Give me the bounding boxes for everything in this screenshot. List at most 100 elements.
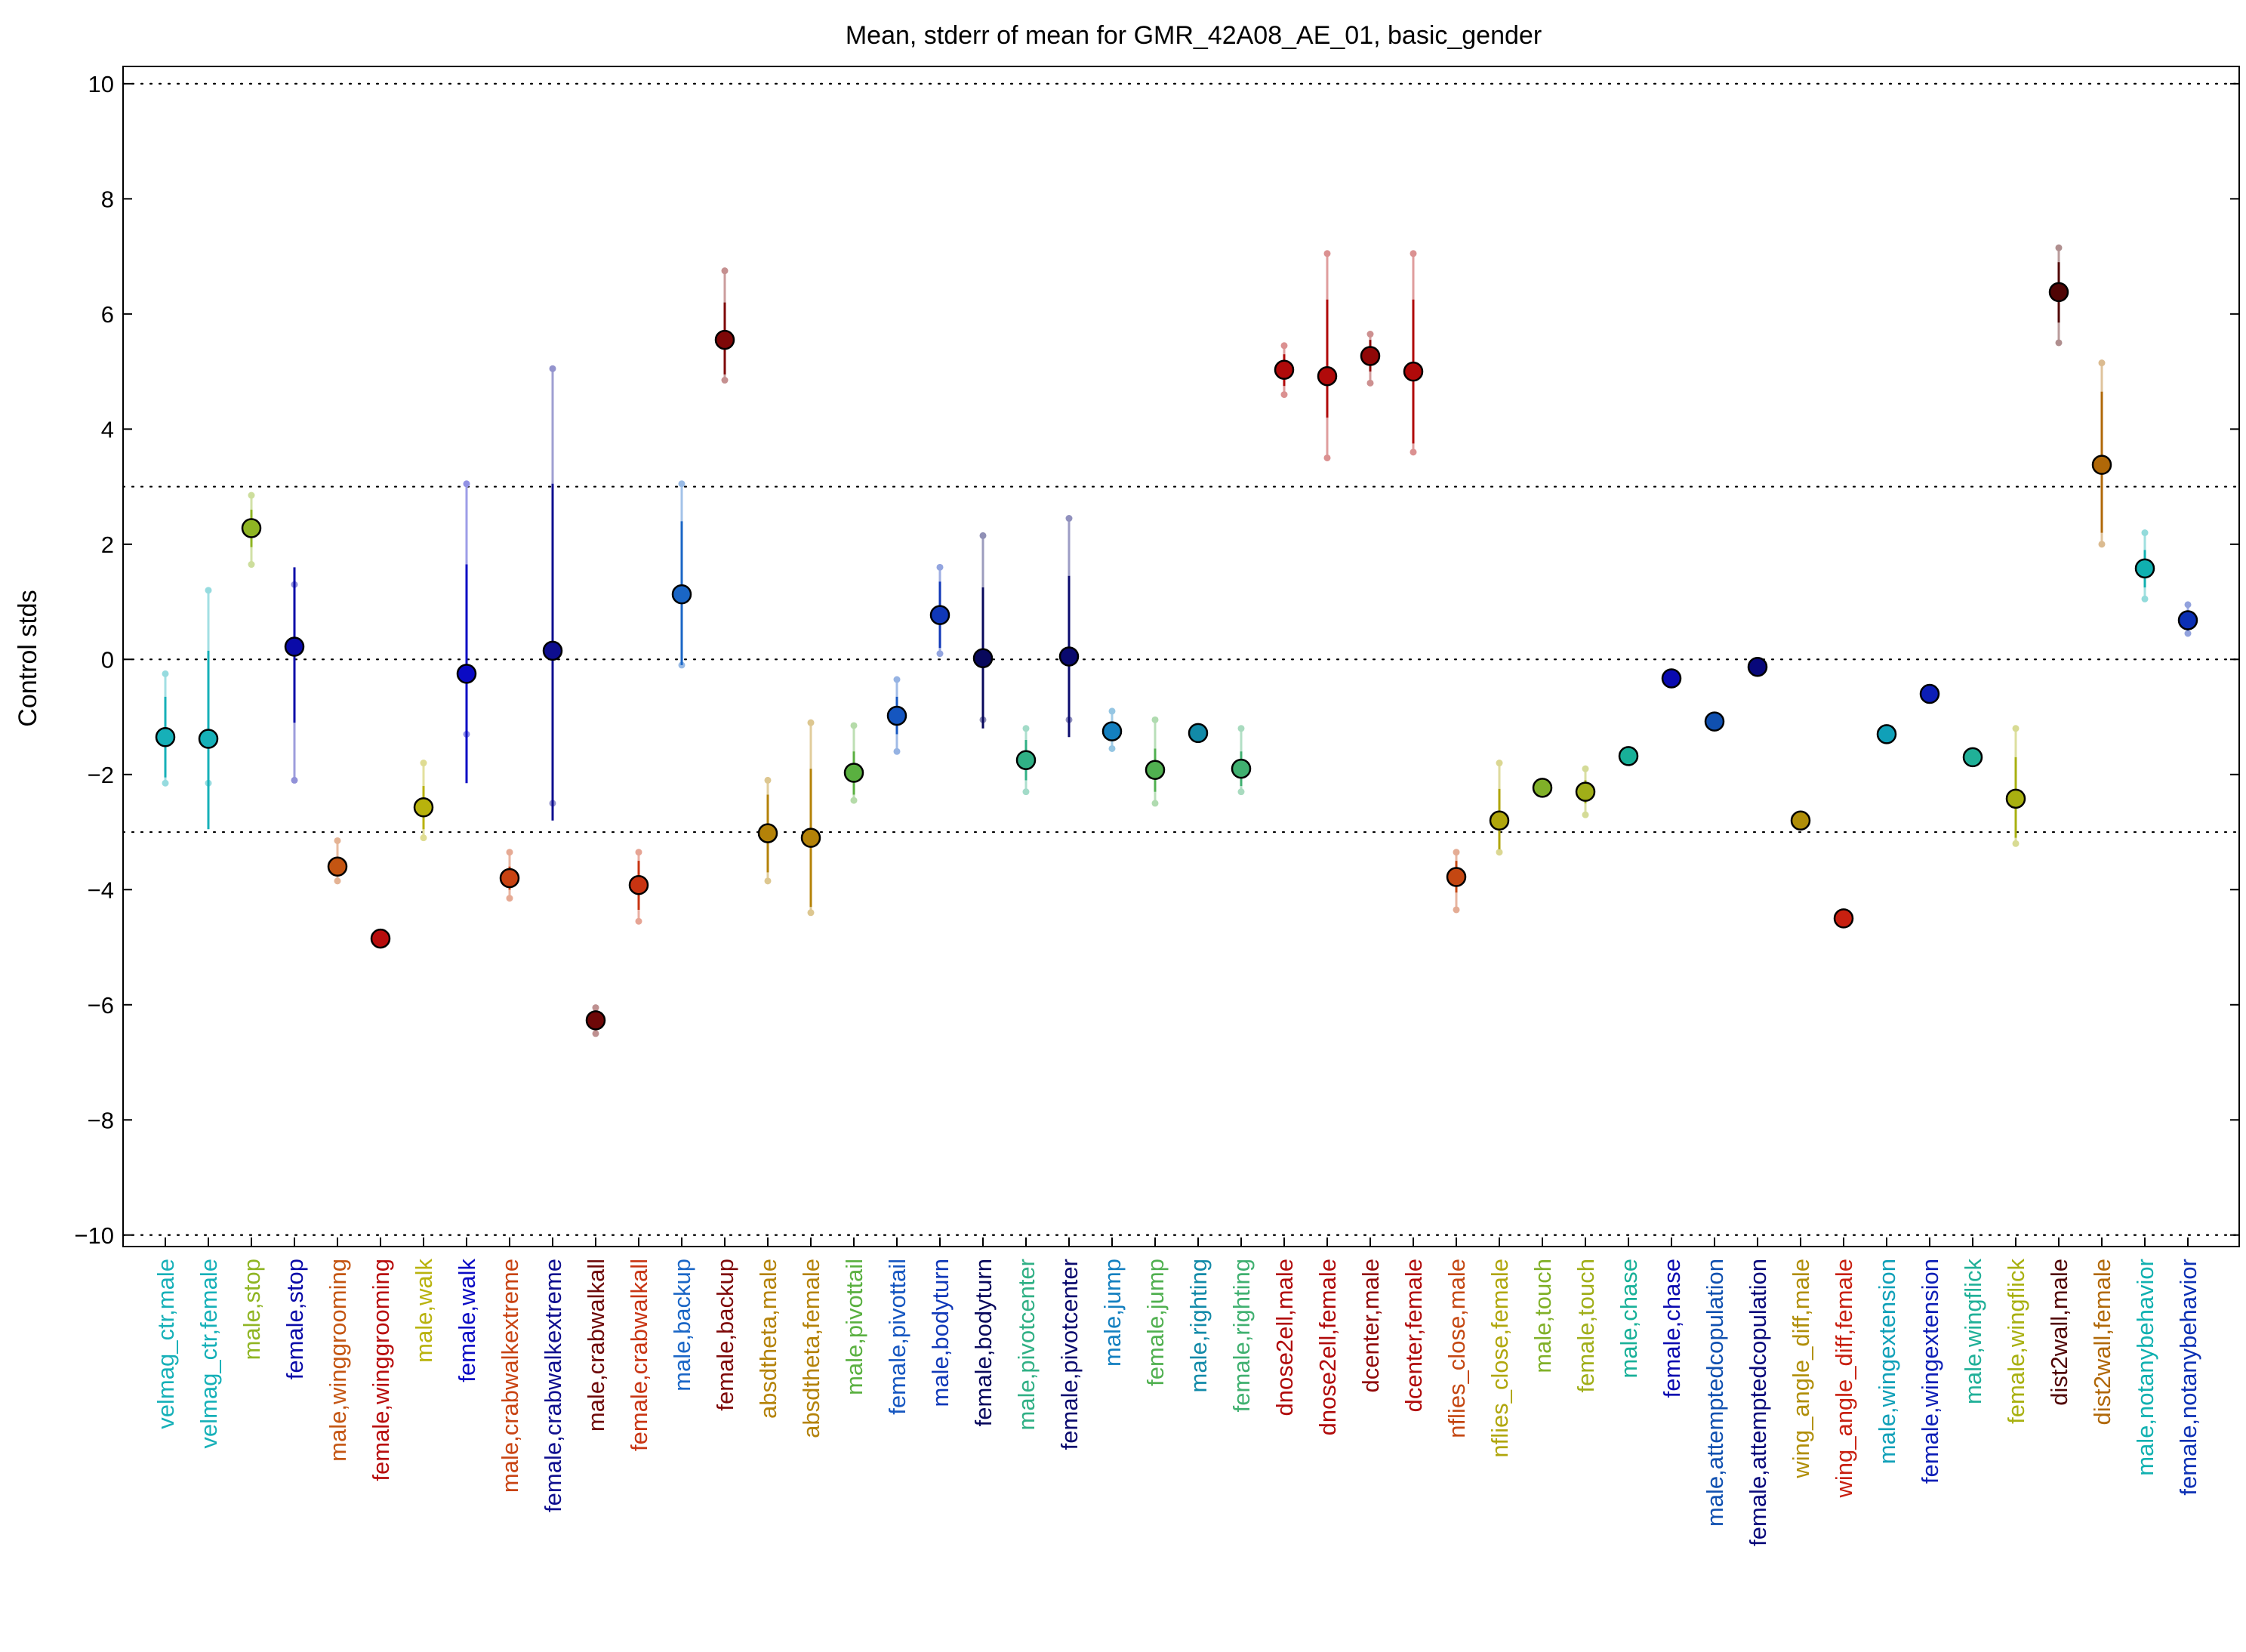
range-high-dot-18 [936, 563, 944, 571]
range-high-dot-44 [2055, 244, 2063, 251]
x-category-label-2: male,stop [239, 1259, 265, 1360]
x-category-label-45: dist2wall,female [2089, 1259, 2115, 1425]
range-low-dot-6 [420, 834, 427, 842]
mean-point-41 [1919, 683, 1940, 704]
data-point-group-41 [1919, 683, 1940, 1247]
range-high-dot-47 [2184, 601, 2192, 609]
range-high-dot-9 [549, 365, 556, 372]
y-tick-label-7: 4 [101, 416, 114, 442]
data-point-group-31 [1489, 760, 1510, 1247]
range-low-dot-43 [2012, 840, 2020, 847]
data-point-group-44 [2048, 244, 2069, 1247]
range-low-dot-2 [248, 561, 255, 569]
data-point-group-8 [499, 849, 520, 1247]
range-high-dot-25 [1237, 725, 1245, 732]
data-point-group-13 [714, 267, 735, 1247]
mean-point-13 [714, 329, 735, 350]
range-high-dot-22 [1108, 707, 1116, 715]
mean-point-6 [413, 797, 434, 818]
data-point-group-38 [1790, 810, 1811, 1247]
data-point-group-20 [1015, 725, 1037, 1247]
range-low-dot-26 [1280, 391, 1288, 399]
x-category-label-5: female,winggrooming [368, 1259, 394, 1481]
mean-point-24 [1188, 723, 1209, 744]
x-category-label-22: male,jump [1099, 1259, 1126, 1367]
data-marks [155, 244, 2198, 1247]
x-category-label-4: male,winggrooming [325, 1259, 351, 1462]
mean-point-11 [628, 874, 649, 895]
x-category-label-25: female,righting [1228, 1259, 1255, 1412]
range-high-dot-31 [1496, 760, 1503, 767]
range-low-dot-4 [334, 877, 341, 885]
range-low-dot-10 [592, 1030, 599, 1037]
data-point-group-40 [1876, 724, 1897, 1247]
x-category-label-20: male,pivotcenter [1013, 1259, 1040, 1430]
x-category-label-8: male,crabwalkextreme [497, 1259, 523, 1493]
x-category-label-37: female,attemptedcopulation [1745, 1259, 1771, 1546]
x-category-label-21: female,pivotcenter [1056, 1259, 1083, 1450]
x-category-label-13: female,backup [712, 1259, 738, 1411]
y-tick-label-1: −8 [88, 1107, 114, 1133]
data-point-group-32 [1532, 778, 1553, 1247]
mean-point-35 [1661, 668, 1682, 689]
range-low-dot-25 [1237, 788, 1245, 796]
mean-point-21 [1058, 646, 1080, 667]
x-category-label-30: nflies_close,male [1443, 1259, 1470, 1438]
x-category-label-27: dnose2ell,female [1314, 1259, 1341, 1435]
data-point-group-12 [671, 480, 692, 1247]
mean-point-15 [800, 828, 821, 848]
x-category-label-41: female,wingextension [1917, 1259, 1943, 1484]
mean-point-36 [1704, 711, 1725, 732]
y-tick-label-3: −4 [88, 877, 114, 903]
range-high-dot-33 [1582, 765, 1589, 772]
reference-lines [122, 82, 2241, 1236]
range-low-dot-44 [2055, 339, 2063, 347]
data-point-group-10 [585, 1004, 606, 1247]
data-point-group-7 [456, 480, 477, 1247]
data-point-group-0 [155, 670, 176, 1247]
range-low-dot-23 [1151, 800, 1159, 807]
data-point-group-2 [241, 492, 262, 1247]
range-low-dot-11 [635, 917, 642, 925]
range-low-dot-47 [2184, 630, 2192, 637]
mean-point-9 [542, 640, 563, 661]
range-high-dot-27 [1323, 250, 1331, 257]
y-tick-label-8: 6 [101, 301, 114, 328]
mean-point-12 [671, 584, 692, 605]
range-high-dot-20 [1022, 725, 1030, 732]
mean-point-4 [327, 856, 348, 877]
y-tick-label-10: 10 [88, 71, 114, 97]
range-low-dot-20 [1022, 788, 1030, 796]
x-category-label-29: dcenter,female [1400, 1259, 1427, 1412]
range-low-dot-8 [506, 895, 513, 902]
data-point-group-5 [370, 928, 391, 1247]
range-low-dot-18 [936, 650, 944, 658]
range-high-dot-14 [764, 776, 772, 784]
data-point-group-14 [757, 776, 778, 1247]
range-low-dot-16 [850, 797, 858, 804]
mean-point-22 [1101, 721, 1123, 741]
range-high-dot-6 [420, 760, 427, 767]
mean-point-43 [2005, 788, 2026, 809]
mean-point-32 [1532, 778, 1553, 798]
data-point-group-37 [1747, 656, 1768, 1247]
x-category-label-15: absdtheta,female [798, 1259, 824, 1438]
mean-point-16 [843, 763, 864, 783]
mean-point-31 [1489, 810, 1510, 831]
range-low-dot-27 [1323, 454, 1331, 461]
range-high-dot-2 [248, 492, 255, 499]
data-point-group-24 [1188, 723, 1209, 1247]
x-category-label-36: male,attemptedcopulation [1702, 1259, 1728, 1527]
x-category-label-14: absdtheta,male [755, 1259, 781, 1419]
range-low-dot-17 [893, 747, 901, 755]
range-high-dot-0 [162, 670, 169, 677]
data-point-group-23 [1145, 716, 1166, 1247]
range-low-dot-33 [1582, 811, 1589, 818]
x-category-label-10: male,crabwalkall [583, 1259, 609, 1432]
range-low-dot-45 [2098, 541, 2106, 548]
x-category-label-26: dnose2ell,male [1271, 1259, 1298, 1416]
mean-point-8 [499, 868, 520, 889]
x-category-label-38: wing_angle_diff,male [1788, 1259, 1814, 1479]
data-point-group-36 [1704, 711, 1725, 1247]
mean-point-20 [1015, 750, 1037, 770]
